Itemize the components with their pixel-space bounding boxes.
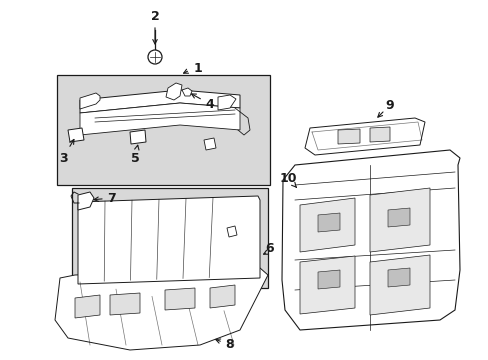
Circle shape [148,50,162,64]
Bar [72,188,267,288]
Polygon shape [68,128,84,142]
Polygon shape [130,130,146,144]
Text: 4: 4 [191,94,214,111]
Polygon shape [317,213,339,232]
Polygon shape [80,103,240,135]
Polygon shape [299,198,354,252]
Polygon shape [299,256,354,314]
Text: 6: 6 [264,242,273,255]
Text: 8: 8 [215,338,234,351]
Polygon shape [75,295,100,318]
Polygon shape [282,150,459,330]
Polygon shape [337,129,359,144]
Polygon shape [369,255,429,315]
Polygon shape [78,196,260,284]
Text: 9: 9 [385,99,393,112]
Polygon shape [317,270,339,289]
Polygon shape [80,90,240,113]
Polygon shape [226,226,237,237]
Polygon shape [387,268,409,287]
Polygon shape [209,285,235,308]
Text: 3: 3 [59,139,74,165]
Polygon shape [369,188,429,252]
Bar [57,75,269,185]
Polygon shape [55,268,267,350]
Polygon shape [165,83,182,100]
Polygon shape [164,288,195,310]
Text: 2: 2 [150,9,159,23]
Polygon shape [78,192,94,210]
Text: 10: 10 [279,171,296,188]
Polygon shape [182,88,192,96]
Polygon shape [305,118,424,155]
Polygon shape [218,95,236,110]
Polygon shape [203,138,216,150]
Polygon shape [387,208,409,227]
Polygon shape [369,127,389,142]
Polygon shape [80,93,100,109]
Text: 5: 5 [130,145,139,165]
Text: 1: 1 [193,62,202,75]
Text: 7: 7 [94,192,116,204]
Polygon shape [110,293,140,315]
